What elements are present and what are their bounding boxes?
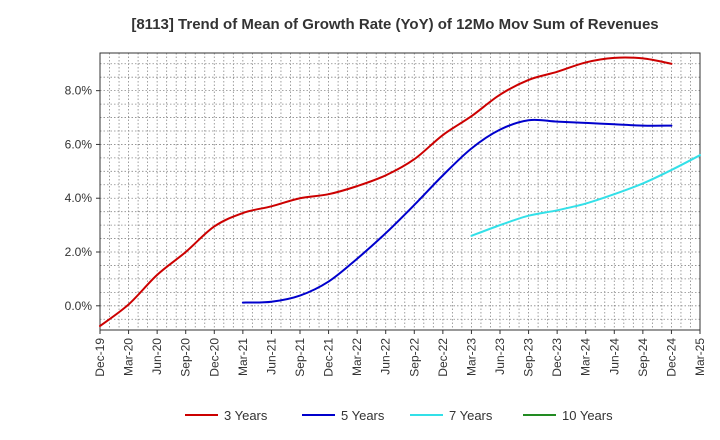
x-axis-ticks: Dec-19 Mar-20 Jun-20 Sep-20 Dec-20 Mar-21 Jun-… [93,330,707,377]
y-tick-label: 4.0% [65,191,93,205]
y-tick-label: 8.0% [65,84,93,98]
x-tick-label: Sep-24 [636,338,650,377]
x-tick-label: Dec-22 [436,338,450,377]
x-tick-label: Dec-23 [550,338,564,377]
x-tick-label: Dec-21 [322,338,336,377]
y-tick-label: 0.0% [65,299,93,313]
x-tick-label: Mar-20 [122,338,136,376]
x-tick-label: Mar-24 [579,338,593,376]
series-line-3-years [99,56,673,327]
vertical-gridlines [109,53,691,330]
plot-area [100,53,700,330]
chart-title: [8113] Trend of Mean of Growth Rate (YoY… [131,16,658,33]
y-axis-ticks: 0.0% 2.0% 4.0% 6.0% 8.0% [65,84,100,313]
legend-label-10-years: 10 Years [562,408,613,423]
x-tick-label: Jun-20 [150,338,164,375]
x-tick-label: Dec-20 [207,338,221,377]
x-tick-label: Jun-24 [607,338,621,375]
x-tick-label: Dec-24 [664,338,678,377]
y-tick-label: 6.0% [65,137,93,151]
x-tick-label: Sep-23 [522,338,536,377]
x-tick-label: Mar-23 [464,338,478,376]
x-tick-label: Dec-19 [93,338,107,377]
series-lines [99,56,701,327]
x-tick-label: Sep-20 [179,338,193,377]
plot-frame [99,52,701,331]
x-tick-label: Sep-22 [407,338,421,377]
legend-label-5-years: 5 Years [341,408,385,423]
legend-label-7-years: 7 Years [449,408,493,423]
y-tick-label: 2.0% [65,245,93,259]
series-line-5-years [241,118,673,304]
x-tick-label: Jun-21 [264,338,278,375]
legend-label-3-years: 3 Years [224,408,268,423]
x-tick-label: Mar-21 [236,338,250,376]
x-tick-label: Jun-22 [379,338,393,375]
x-tick-label: Jun-23 [493,338,507,375]
x-tick-label: Sep-21 [293,338,307,377]
x-tick-label: Mar-25 [693,338,707,376]
x-tick-label: Mar-22 [350,338,364,376]
series-line-7-years [470,154,701,237]
legend: 3 Years 5 Years 7 Years 10 Years [185,408,613,423]
